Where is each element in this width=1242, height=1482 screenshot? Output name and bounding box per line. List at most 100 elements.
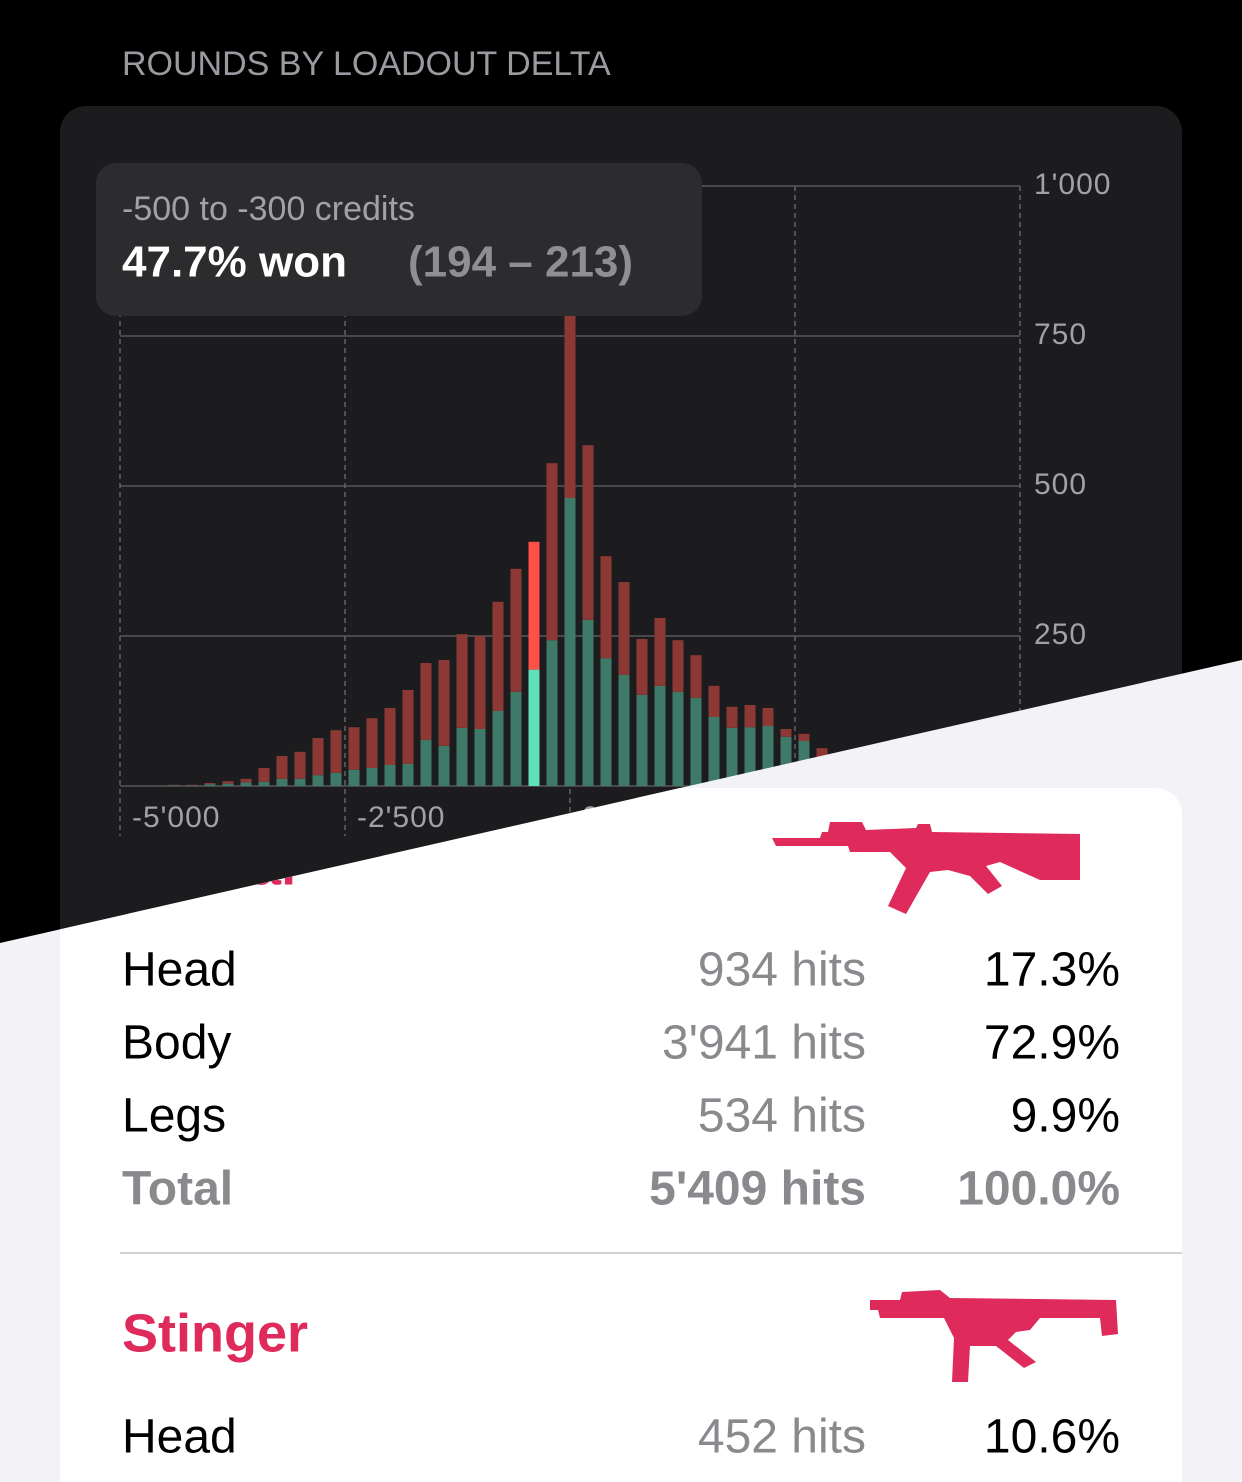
bar-segment (438, 745, 450, 786)
bar-segment (294, 751, 306, 779)
bar-segment (672, 691, 684, 786)
x-tick-label: -5'000 (132, 801, 220, 834)
row-percent: 100.0% (957, 1163, 1120, 1216)
row-label: Body (122, 1017, 231, 1070)
bar-segment (204, 783, 216, 785)
tooltip: -500 to -300 credits 47.7% won (194 – 21… (96, 163, 702, 316)
bar-segment (330, 772, 342, 786)
section-title: ROUNDS BY LOADOUT DELTA (122, 45, 611, 83)
bar-segment (582, 619, 594, 786)
row-percent: 10.6% (984, 1411, 1120, 1464)
x-tick-label: -2'500 (357, 801, 445, 834)
bar-segment (672, 640, 684, 692)
bar-segment (420, 663, 432, 740)
bar-segment (780, 729, 792, 737)
y-tick-label: 250 (1034, 618, 1087, 651)
weapon-name: Stinger (122, 1303, 308, 1363)
bar-segment (762, 726, 774, 786)
bar-segment (402, 763, 414, 786)
stinger-icon (870, 1290, 1118, 1382)
bar-segment (402, 690, 414, 764)
bar-segment (654, 685, 666, 786)
vandal-icon (772, 822, 1080, 914)
bar-segment (726, 727, 738, 786)
bar-segment (726, 706, 738, 728)
bar-segment (708, 717, 720, 786)
bar-segment (600, 556, 612, 659)
bar-segment (456, 727, 468, 786)
tooltip-summary: 47.7% won (122, 238, 347, 287)
bar-segment (744, 727, 756, 786)
bar-segment (222, 783, 234, 786)
bar-segment (204, 784, 216, 786)
bar-segment (510, 691, 522, 786)
row-label: Head (122, 1411, 237, 1464)
bar-segment (474, 729, 486, 786)
y-tick-label: 1'000 (1034, 168, 1111, 201)
bar-segment (618, 582, 630, 675)
bar-segment (654, 618, 666, 686)
bar-segment (762, 708, 774, 726)
bar-segment (348, 769, 360, 786)
bar-segment (186, 785, 198, 786)
bar-segment (240, 782, 252, 786)
bar-segment (492, 601, 504, 711)
bar-segment (366, 768, 378, 786)
bar-segment (186, 784, 198, 786)
bar-segment (438, 660, 450, 746)
row-hits: 534 hits (698, 1090, 866, 1143)
bar-segment (564, 498, 576, 786)
tooltip-counts: (194 – 213) (408, 238, 633, 287)
bar-segment (348, 727, 360, 770)
bar-segment (582, 445, 594, 620)
bar-segment (780, 736, 792, 786)
row-percent: 9.9% (1011, 1090, 1120, 1143)
bar-segment (690, 697, 702, 786)
bar-segment (276, 756, 288, 779)
row-label: Legs (122, 1090, 226, 1143)
bar-segment (618, 675, 630, 786)
bar-segment (330, 730, 342, 773)
row-percent: 72.9% (984, 1017, 1120, 1070)
bar-segment (546, 640, 558, 786)
bar-segment (366, 718, 378, 768)
bar-segment (222, 781, 234, 784)
bar-segment (744, 705, 756, 728)
bar-segment (276, 778, 288, 786)
bar-segment (312, 775, 324, 786)
bar-segment (168, 784, 180, 786)
bar-segment (636, 639, 648, 695)
y-tick-label: 750 (1034, 318, 1087, 351)
bar-segment (798, 733, 810, 741)
bar-segment (528, 541, 540, 670)
row-label: Head (122, 944, 237, 997)
bar-segment (258, 781, 270, 786)
bar-segment (690, 655, 702, 698)
row-label: Total (122, 1163, 233, 1216)
bar-segment (564, 288, 576, 498)
bar-segment (636, 694, 648, 786)
bar-segment (528, 669, 540, 786)
bar-segment (384, 765, 396, 786)
bar-segment (258, 768, 270, 782)
bar-segment (474, 636, 486, 729)
row-percent: 17.3% (984, 944, 1120, 997)
tooltip-range: -500 to -300 credits (122, 190, 415, 228)
bar-segment (492, 711, 504, 786)
bar-segment (168, 785, 180, 786)
bar-segment (294, 778, 306, 786)
bar-segment (312, 738, 324, 776)
row-hits: 3'941 hits (662, 1017, 866, 1070)
bar-segment (708, 685, 720, 717)
bar-segment (420, 739, 432, 786)
bar-segment (240, 778, 252, 783)
y-tick-label: 500 (1034, 468, 1087, 501)
bar-segment (816, 748, 828, 761)
bar-segment (510, 568, 522, 692)
bar-segment (600, 658, 612, 786)
bar-segment (456, 634, 468, 728)
tooltip-box (96, 163, 702, 316)
bar-segment (384, 708, 396, 765)
row-hits: 452 hits (698, 1411, 866, 1464)
list-card (60, 788, 1182, 1482)
